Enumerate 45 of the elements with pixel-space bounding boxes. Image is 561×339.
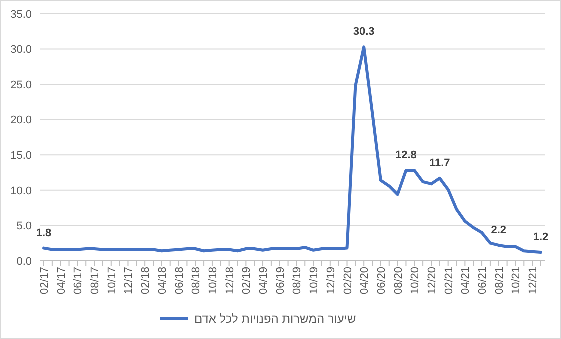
y-tick-label: 0.0 xyxy=(16,256,32,268)
x-tick-label: 12/17 xyxy=(123,267,136,295)
x-tick-label: 02/21 xyxy=(443,267,456,295)
x-tick-label: 04/19 xyxy=(258,267,270,295)
y-tick-label: 15.0 xyxy=(10,150,32,162)
x-tick-label: 10/17 xyxy=(106,267,118,295)
y-tick-label: 25.0 xyxy=(10,79,32,92)
x-tick-label: 02/20 xyxy=(342,267,354,295)
x-tick-label: 06/17 xyxy=(72,267,85,295)
x-tick-label: 10/19 xyxy=(308,267,321,295)
x-tick-label: 10/21 xyxy=(510,267,523,295)
y-tick-label: 30.0 xyxy=(10,44,32,56)
x-tick-label: 12/18 xyxy=(224,267,236,295)
data-label: 11.7 xyxy=(430,157,450,170)
legend-label: שיעור המשרות הפנויות לכל אדם xyxy=(194,312,357,326)
x-tick-label: 08/18 xyxy=(190,267,203,295)
x-tick-label: 10/20 xyxy=(410,267,422,295)
x-tick-label: 02/19 xyxy=(241,267,254,295)
x-tick-label: 04/21 xyxy=(460,267,472,295)
data-label: 12.8 xyxy=(396,150,417,162)
data-label: 1.2 xyxy=(533,232,549,244)
x-tick-label: 04/18 xyxy=(156,267,169,295)
x-tick-label: 04/17 xyxy=(56,267,68,295)
y-tick-label: 35.0 xyxy=(10,8,32,21)
data-label: 30.3 xyxy=(353,26,375,38)
x-tick-label: 08/21 xyxy=(494,267,506,295)
x-tick-label: 02/17 xyxy=(39,267,51,295)
y-tick-label: 10.0 xyxy=(10,185,32,198)
x-tick-label: 08/20 xyxy=(392,267,405,295)
x-tick-label: 06/21 xyxy=(477,267,490,295)
x-tick-label: 02/18 xyxy=(140,267,152,295)
x-tick-label: 12/19 xyxy=(325,267,338,295)
x-tick-label: 04/20 xyxy=(359,267,372,295)
x-tick-label: 06/19 xyxy=(274,267,287,295)
y-tick-label: 20.0 xyxy=(10,114,32,127)
x-tick-label: 08/19 xyxy=(292,267,304,295)
x-tick-label: 08/17 xyxy=(90,267,102,295)
x-tick-label: 06/18 xyxy=(174,267,186,295)
data-label: 2.2 xyxy=(491,224,507,236)
x-tick-label: 06/20 xyxy=(376,267,388,295)
x-tick-label: 12/20 xyxy=(426,267,438,295)
y-tick-label: 5.0 xyxy=(16,220,32,233)
x-tick-label: 12/21 xyxy=(528,267,540,295)
x-tick-label: 10/18 xyxy=(207,267,220,295)
data-label: 1.8 xyxy=(36,227,52,240)
